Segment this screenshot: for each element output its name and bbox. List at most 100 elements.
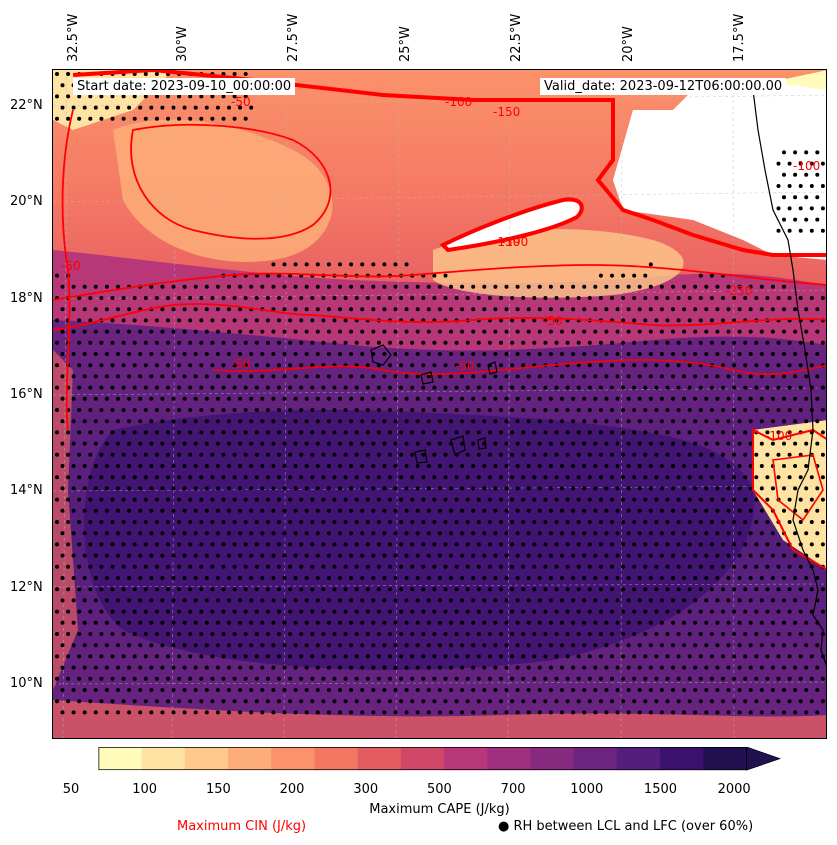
rh-stipple-dot — [55, 408, 59, 412]
rh-stipple-dot — [116, 307, 120, 312]
rh-stipple-dot — [177, 587, 182, 592]
rh-stipple-dot — [659, 419, 664, 424]
rh-stipple-dot — [610, 609, 614, 614]
rh-stipple-dot — [793, 710, 798, 715]
rh-stipple-dot — [154, 72, 159, 76]
colorbar-segment — [444, 747, 488, 771]
rh-stipple-dot — [637, 598, 642, 603]
rh-stipple-dot — [820, 430, 825, 435]
rh-stipple-dot — [648, 576, 653, 580]
rh-stipple-dot — [698, 273, 703, 278]
rh-stipple-dot — [277, 318, 281, 323]
rh-stipple-dot — [282, 464, 287, 468]
rh-stipple-dot — [421, 475, 426, 480]
rh-stipple-dot — [143, 542, 148, 547]
map-panel[interactable]: -50 -100 -150 -150 -190 -250 -100 -50 -5… — [52, 69, 827, 739]
rh-stipple-dot — [443, 520, 448, 524]
rh-stipple-dot — [110, 542, 115, 547]
rh-stipple-dot — [349, 576, 354, 580]
rh-stipple-dot — [454, 676, 459, 681]
rh-stipple-dot — [360, 643, 365, 648]
rh-stipple-dot — [499, 318, 503, 323]
rh-stipple-dot — [576, 340, 581, 345]
rh-stipple-dot — [643, 587, 648, 592]
rh-stipple-dot — [104, 598, 109, 603]
rh-stipple-dot — [815, 195, 820, 200]
rh-stipple-dot — [171, 486, 176, 491]
rh-stipple-dot — [132, 632, 137, 636]
rh-stipple-dot — [365, 430, 370, 435]
rh-stipple-dot — [532, 452, 537, 457]
rh-stipple-dot — [648, 688, 653, 692]
rh-stipple-dot — [548, 352, 553, 356]
rh-stipple-dot — [349, 553, 354, 558]
rh-stipple-dot — [543, 408, 548, 412]
rh-stipple-dot — [293, 643, 298, 648]
rh-stipple-dot — [493, 284, 498, 289]
rh-stipple-dot — [138, 105, 143, 110]
rh-stipple-dot — [793, 217, 798, 222]
rh-stipple-dot — [499, 587, 503, 592]
rh-stipple-dot — [188, 699, 193, 704]
rh-stipple-dot — [804, 195, 809, 200]
rh-stipple-dot — [437, 284, 442, 289]
rh-stipple-dot — [515, 643, 520, 648]
rh-stipple-dot — [404, 620, 409, 625]
rh-stipple-dot — [726, 665, 731, 670]
rh-stipple-dot — [582, 352, 587, 356]
rh-stipple-dot — [243, 475, 248, 480]
rh-stipple-dot — [554, 385, 559, 390]
rh-stipple-dot — [704, 620, 709, 625]
rh-stipple-dot — [709, 497, 714, 502]
rh-stipple-dot — [643, 363, 648, 368]
rh-stipple-dot — [759, 284, 764, 289]
rh-stipple-dot — [659, 665, 664, 670]
rh-stipple-dot — [793, 598, 798, 603]
rh-stipple-dot — [782, 643, 786, 648]
rh-stipple-dot — [304, 688, 309, 692]
rh-stipple-dot — [654, 340, 659, 345]
rh-stipple-dot — [770, 553, 775, 558]
rh-stipple-dot — [199, 564, 204, 569]
rh-stipple-dot — [815, 441, 820, 446]
rh-stipple-dot — [632, 318, 637, 323]
rh-stipple-dot — [682, 396, 687, 401]
rh-stipple-dot — [199, 654, 204, 659]
rh-stipple-dot — [299, 654, 304, 659]
rh-stipple-dot — [504, 553, 509, 558]
rh-stipple-dot — [110, 497, 115, 502]
rh-stipple-dot — [332, 430, 337, 435]
rh-stipple-dot — [93, 553, 98, 558]
rh-stipple-dot — [410, 520, 415, 524]
rh-stipple-dot — [637, 284, 642, 289]
rh-stipple-dot — [221, 542, 226, 547]
rh-stipple-dot — [765, 340, 770, 345]
rh-stipple-dot — [149, 531, 154, 536]
rh-stipple-dot — [271, 576, 276, 580]
rh-stipple-dot — [654, 676, 659, 681]
rh-stipple-dot — [282, 396, 287, 401]
rh-stipple-dot — [732, 408, 737, 412]
rh-stipple-dot — [676, 564, 681, 569]
rh-stipple-dot — [55, 273, 59, 278]
rh-stipple-dot — [815, 419, 820, 424]
rh-stipple-dot — [748, 352, 753, 356]
rh-stipple-dot — [260, 531, 265, 536]
rh-stipple-dot — [77, 318, 82, 323]
rh-stipple-dot — [682, 688, 687, 692]
rh-stipple-dot — [299, 587, 304, 592]
rh-stipple-dot — [582, 576, 587, 580]
rh-stipple-dot — [393, 262, 398, 267]
rh-stipple-dot — [360, 553, 365, 558]
rh-stipple-dot — [265, 363, 270, 368]
rh-stipple-dot — [210, 94, 215, 99]
rh-stipple-dot — [704, 329, 709, 334]
rh-stipple-dot — [648, 531, 653, 536]
rh-stipple-dot — [598, 273, 603, 278]
rh-stipple-dot — [499, 632, 503, 636]
rh-stipple-dot — [426, 307, 431, 312]
rh-stipple-dot — [132, 363, 137, 368]
rh-stipple-dot — [388, 430, 392, 435]
rh-stipple-dot — [326, 598, 331, 603]
rh-stipple-dot — [654, 587, 659, 592]
